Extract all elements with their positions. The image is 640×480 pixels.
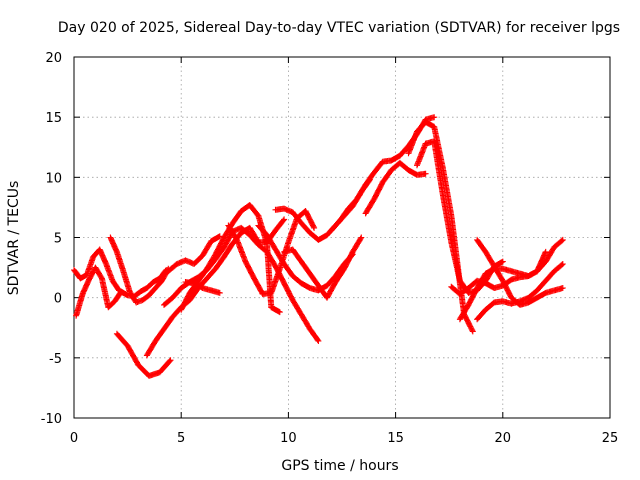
x-axis-label: GPS time / hours [281, 458, 398, 474]
y-tick-label: 10 [45, 171, 62, 186]
series-9 [182, 279, 223, 296]
series-19-markers [456, 236, 566, 323]
series-9-markers [182, 279, 223, 296]
series-12-markers [272, 176, 373, 243]
y-tick-label: 20 [45, 51, 62, 66]
data-marks [71, 114, 566, 379]
x-tick-label: 25 [602, 431, 619, 446]
series-3-markers [107, 234, 172, 306]
series-1-markers [71, 246, 129, 298]
y-tick-label: -10 [41, 412, 62, 427]
axis-ticks: 0 5 10 15 20 25 -10 -5 0 5 10 15 20 [41, 51, 619, 446]
series-7 [165, 233, 223, 275]
series-4-markers [113, 330, 174, 379]
series-16 [405, 119, 476, 335]
series-13-markers [281, 234, 365, 301]
series-15-markers [362, 159, 429, 217]
y-tick-label: 0 [54, 292, 62, 307]
series-7-markers [165, 233, 223, 275]
series-19 [456, 236, 566, 323]
grid [74, 57, 610, 418]
x-tick-label: 15 [387, 431, 404, 446]
series-2-markers [73, 264, 170, 319]
series-3 [107, 234, 172, 306]
y-tick-label: 5 [54, 232, 62, 247]
series-13 [281, 234, 365, 301]
x-tick-label: 0 [70, 431, 78, 446]
y-tick-label: -5 [49, 352, 62, 367]
series-2 [73, 264, 170, 319]
series-1 [71, 246, 129, 298]
x-tick-label: 5 [177, 431, 185, 446]
series-21-markers [474, 261, 566, 323]
x-tick-label: 20 [495, 431, 512, 446]
series-12 [272, 176, 373, 243]
series-21 [474, 261, 566, 323]
series-15 [362, 159, 429, 217]
series-4 [113, 330, 174, 379]
y-axis-label: SDTVAR / TECUs [6, 181, 22, 296]
series-16-markers [405, 119, 476, 335]
y-tick-label: 15 [45, 111, 62, 126]
x-tick-label: 10 [280, 431, 297, 446]
chart-title: Day 020 of 2025, Sidereal Day-to-day VTE… [58, 20, 620, 36]
